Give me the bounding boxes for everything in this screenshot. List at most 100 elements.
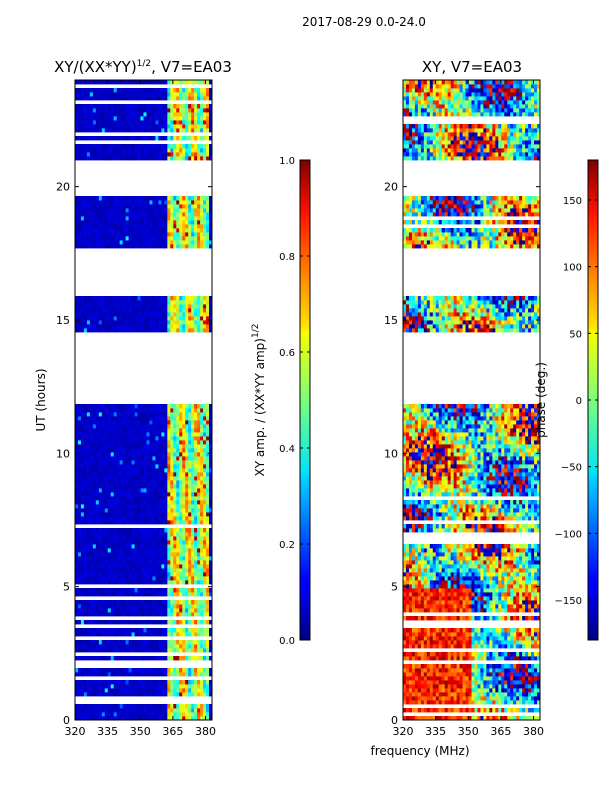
amp-heat-cell — [149, 436, 153, 441]
amp-heat-cell — [107, 468, 112, 473]
amp-heat-cell — [83, 92, 88, 97]
amp-heat-cell — [140, 328, 144, 333]
amp-heat-cell — [209, 544, 213, 549]
amp-heat-cell — [98, 680, 103, 685]
amp-heat-cell — [92, 320, 97, 325]
amp-heat-cell — [86, 528, 91, 533]
amp-heat-cell — [185, 436, 189, 441]
amp-heat-cell — [191, 212, 195, 217]
amp-heat-cell — [125, 216, 130, 221]
amp-heat-cell — [95, 92, 100, 97]
amp-heat-cell — [122, 296, 127, 301]
amp-heat-cell — [158, 300, 162, 305]
amp-heat-cell — [197, 136, 201, 141]
amp-heat-cell — [209, 656, 213, 661]
phase-heat-cell — [519, 716, 523, 721]
amp-heat-cell — [92, 608, 97, 613]
amp-heat-cell — [83, 548, 88, 553]
amp-heat-cell — [86, 404, 91, 409]
amp-heat-cell — [188, 88, 192, 93]
amp-heat-cell — [152, 540, 156, 545]
amp-heat-cell — [179, 312, 183, 317]
amp-heat-cell — [128, 120, 132, 125]
amp-heat-cell — [191, 124, 195, 129]
phase-heat-cell — [411, 708, 416, 713]
amp-heat-cell — [98, 232, 103, 237]
amp-heat-cell — [164, 504, 168, 509]
amp-heat-cell — [167, 220, 171, 225]
amp-heat-cell — [77, 716, 82, 721]
amp-heat-cell — [122, 156, 127, 161]
amp-heat-cell — [182, 196, 186, 201]
amp-heat-cell — [134, 448, 138, 453]
amp-heat-cell — [89, 200, 94, 205]
amp-heat-cell — [110, 220, 115, 225]
amp-heat-cell — [75, 320, 79, 325]
amp-heat-cell — [173, 572, 177, 577]
amp-heat-cell — [122, 460, 127, 465]
amp-heat-cell — [197, 440, 201, 445]
amp-heat-cell — [152, 628, 156, 633]
amp-heat-cell — [107, 592, 112, 597]
amp-heat-cell — [89, 124, 94, 129]
amp-heat-cell — [185, 712, 189, 717]
amp-heat-cell — [200, 124, 204, 129]
amp-heat-cell — [95, 564, 100, 569]
amp-heat-cell — [173, 564, 177, 569]
amp-heat-cell — [125, 444, 130, 449]
amp-heat-cell — [173, 120, 177, 125]
amp-heat-cell — [140, 224, 144, 229]
amp-heat-cell — [143, 476, 147, 481]
amp-heat-cell — [209, 564, 213, 569]
amp-heat-cell — [75, 304, 79, 309]
amp-heat-cell — [116, 296, 121, 301]
amp-heat-cell — [176, 580, 180, 585]
amp-heat-cell — [86, 124, 91, 129]
amp-heat-cell — [101, 504, 106, 509]
amp-heat-cell — [77, 240, 82, 245]
amp-heat-cell — [197, 488, 201, 493]
amp-heat-cell — [86, 708, 91, 713]
amp-heat-cell — [107, 628, 112, 633]
amp-heat-cell — [125, 136, 130, 141]
amp-heat-cell — [194, 600, 198, 605]
phase-heat-cell — [438, 716, 443, 721]
amp-heat-cell — [116, 312, 121, 317]
amp-heat-cell — [98, 692, 103, 697]
amp-heat-cell — [164, 156, 168, 161]
amp-heat-cell — [125, 708, 130, 713]
amp-heat-cell — [197, 684, 201, 689]
amp-heat-cell — [185, 532, 189, 537]
amp-heat-cell — [83, 484, 88, 489]
amp-heat-cell — [113, 604, 118, 609]
amp-heat-cell — [191, 200, 195, 205]
amp-heat-cell — [137, 112, 141, 117]
amp-heat-cell — [161, 692, 165, 697]
amp-heat-cell — [107, 156, 112, 161]
amp-heat-cell — [191, 432, 195, 437]
amp-heat-cell — [194, 460, 198, 465]
amp-heat-cell — [137, 456, 141, 461]
amp-heat-cell — [203, 680, 207, 685]
amp-heat-cell — [107, 712, 112, 717]
amp-heat-cell — [146, 684, 150, 689]
amp-heat-cell — [104, 156, 109, 161]
amp-heat-cell — [122, 144, 127, 149]
amp-heat-cell — [107, 444, 112, 449]
amp-heat-cell — [173, 128, 177, 133]
amp-heat-row-blank — [75, 584, 212, 588]
amp-heat-cell — [194, 548, 198, 553]
amp-heat-cell — [107, 620, 112, 625]
amp-heat-cell — [113, 528, 118, 533]
amp-heat-cell — [188, 96, 192, 101]
amp-heat-cell — [191, 548, 195, 553]
amp-heat-cell — [104, 92, 109, 97]
amp-heat-cell — [110, 468, 115, 473]
amp-heat-cell — [185, 204, 189, 209]
amp-heat-cell — [98, 504, 103, 509]
amp-heat-cell — [170, 460, 174, 465]
amp-heat-cell — [128, 628, 132, 633]
amp-heat-cell — [77, 672, 82, 677]
amp-heat-cell — [125, 536, 130, 541]
